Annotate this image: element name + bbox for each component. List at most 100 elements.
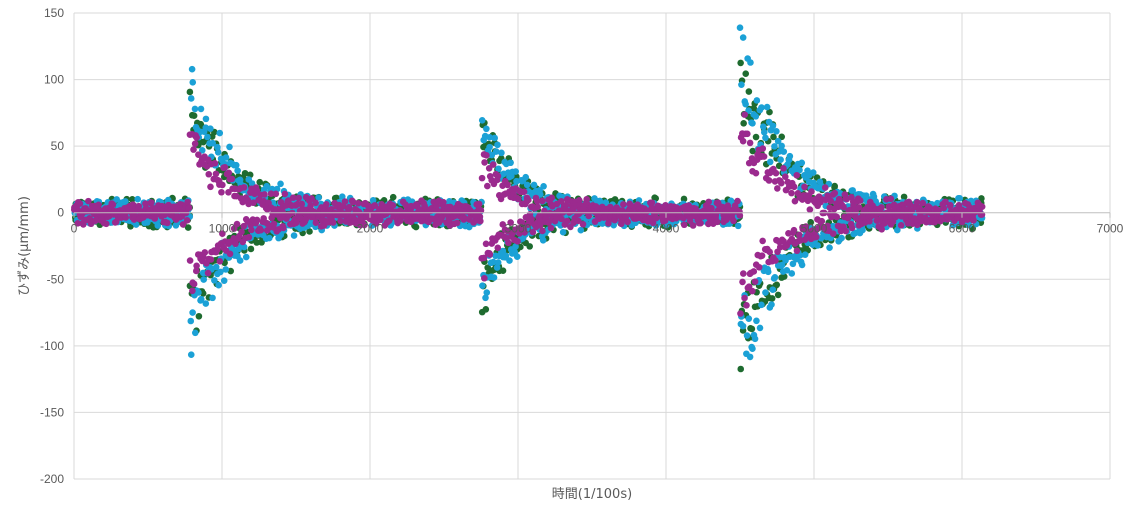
data-point	[195, 151, 202, 158]
data-point	[788, 270, 796, 277]
data-point	[737, 365, 745, 373]
data-point	[187, 95, 195, 102]
data-point	[189, 287, 196, 295]
data-point	[763, 103, 771, 111]
data-point	[791, 197, 799, 205]
data-point	[486, 143, 493, 151]
data-point	[277, 180, 284, 188]
data-point	[760, 153, 768, 160]
data-point	[708, 204, 715, 212]
data-point	[281, 190, 289, 198]
data-point	[232, 161, 240, 169]
data-point	[713, 218, 721, 226]
data-point	[686, 217, 694, 225]
data-point	[610, 221, 617, 229]
data-point	[749, 147, 757, 155]
data-point	[486, 251, 494, 258]
data-point	[798, 261, 806, 269]
data-point	[280, 224, 287, 232]
axis-layer	[73, 212, 1111, 218]
data-point	[781, 173, 789, 181]
data-point	[771, 274, 779, 281]
data-point	[969, 217, 977, 224]
data-point	[734, 197, 741, 205]
data-point	[308, 195, 315, 202]
data-point	[740, 120, 747, 127]
data-point	[241, 169, 249, 177]
data-point	[840, 203, 847, 211]
data-point	[649, 219, 657, 227]
data-point	[742, 70, 750, 77]
data-point	[507, 159, 514, 167]
data-point	[184, 224, 192, 231]
data-point	[209, 139, 217, 147]
data-point	[697, 219, 704, 227]
x-tick-label: 3000	[505, 222, 532, 236]
data-point	[185, 204, 193, 212]
data-point	[773, 127, 780, 135]
data-point	[759, 237, 766, 245]
y-tick-label: -50	[47, 272, 65, 286]
x-axis-title: 時間(1/100s)	[552, 487, 632, 502]
data-point	[693, 206, 700, 214]
data-point	[225, 169, 233, 177]
data-point	[187, 317, 195, 325]
data-point	[207, 125, 214, 133]
data-point	[585, 212, 593, 220]
data-point	[204, 269, 212, 277]
data-point	[772, 169, 780, 177]
data-point	[848, 224, 856, 232]
data-point	[529, 228, 537, 236]
data-point	[739, 137, 747, 145]
data-point	[222, 266, 230, 273]
data-point	[778, 142, 785, 150]
data-point	[183, 217, 191, 224]
data-point	[495, 165, 502, 173]
data-point	[558, 215, 565, 223]
data-point	[498, 149, 505, 157]
data-point	[323, 201, 330, 208]
data-point	[740, 270, 747, 277]
data-point	[272, 190, 280, 198]
data-point	[306, 228, 313, 235]
data-point	[226, 143, 233, 151]
data-point	[753, 97, 761, 104]
data-point	[919, 199, 927, 207]
data-point	[749, 120, 756, 127]
data-point	[777, 156, 784, 163]
data-point	[389, 202, 397, 209]
data-point	[189, 79, 197, 86]
data-point	[773, 281, 781, 289]
data-point	[483, 152, 490, 159]
data-point	[204, 133, 211, 141]
data-point	[768, 295, 776, 302]
data-point	[900, 193, 908, 201]
data-point	[486, 133, 493, 141]
data-point	[741, 294, 748, 302]
data-point	[513, 253, 521, 261]
data-point	[795, 231, 803, 239]
data-point	[201, 249, 209, 256]
data-point	[766, 108, 773, 116]
data-point	[154, 222, 162, 229]
data-point	[769, 286, 777, 293]
data-point	[212, 263, 220, 271]
data-point	[148, 199, 155, 206]
data-point	[289, 194, 297, 201]
data-point	[253, 216, 261, 224]
data-point	[219, 230, 226, 238]
data-point	[267, 190, 275, 198]
data-point	[742, 100, 749, 108]
data-point	[233, 220, 241, 228]
y-tick-label: -200	[40, 472, 64, 486]
data-point	[522, 173, 530, 181]
data-point	[548, 194, 556, 202]
data-point	[494, 172, 502, 180]
data-point	[783, 267, 791, 274]
data-point	[338, 193, 346, 200]
data-point	[341, 198, 349, 205]
data-point	[758, 104, 765, 111]
data-point	[745, 315, 753, 322]
data-point	[771, 143, 778, 150]
